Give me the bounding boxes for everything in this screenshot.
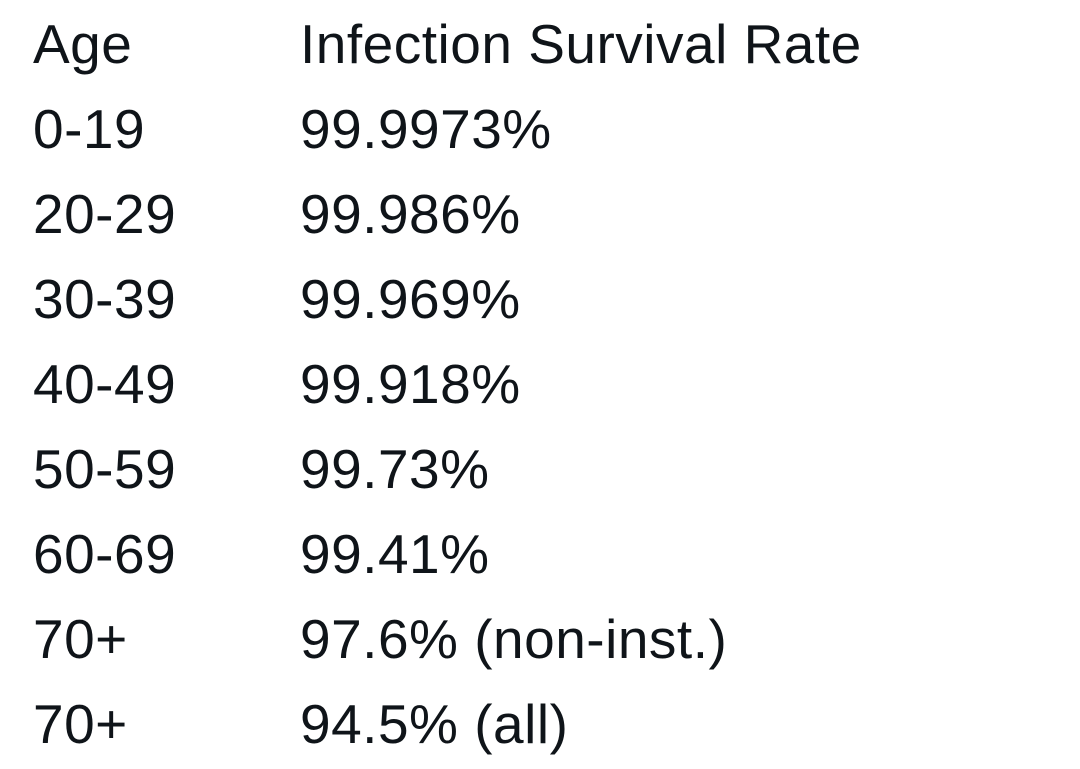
- table-row: 50-59 99.73%: [33, 427, 1080, 512]
- age-cell: 40-49: [33, 353, 177, 415]
- age-cell: 20-29: [33, 183, 177, 245]
- rate-cell: 97.6% (non-inst.): [300, 608, 728, 670]
- rate-cell: 94.5% (all): [300, 693, 569, 755]
- age-cell: 70+: [33, 608, 128, 670]
- rate-cell: 99.9973%: [300, 98, 552, 160]
- table-row: 30-39 99.969%: [33, 257, 1080, 342]
- table-row: 70+ 94.5% (all): [33, 682, 1080, 767]
- table-row: 40-49 99.918%: [33, 342, 1080, 427]
- header-infection-survival-rate: Infection Survival Rate: [300, 13, 862, 75]
- age-cell: 50-59: [33, 438, 177, 500]
- age-cell: 60-69: [33, 523, 177, 585]
- rate-cell: 99.986%: [300, 183, 521, 245]
- header-age: Age: [33, 13, 133, 75]
- age-cell: 30-39: [33, 268, 177, 330]
- table-row: 20-29 99.986%: [33, 172, 1080, 257]
- table-row: 0-19 99.9973%: [33, 87, 1080, 172]
- rate-cell: 99.41%: [300, 523, 490, 585]
- table-header-row: Age Infection Survival Rate: [33, 2, 1080, 87]
- age-cell: 70+: [33, 693, 128, 755]
- table-row: 60-69 99.41%: [33, 512, 1080, 597]
- rate-cell: 99.918%: [300, 353, 521, 415]
- rate-cell: 99.73%: [300, 438, 490, 500]
- table-row: 70+ 97.6% (non-inst.): [33, 597, 1080, 682]
- rate-cell: 99.969%: [300, 268, 521, 330]
- age-cell: 0-19: [33, 98, 146, 160]
